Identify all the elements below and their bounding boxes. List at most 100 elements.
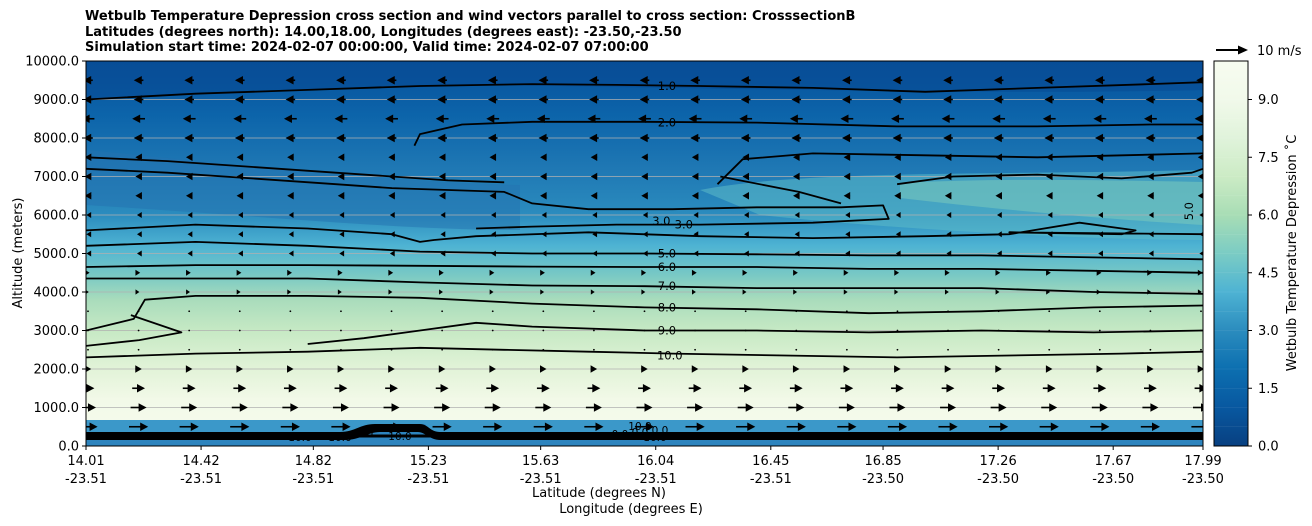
wind-arrow	[793, 269, 798, 276]
wind-arrow	[86, 231, 92, 238]
contour-label: 2.0	[658, 116, 676, 130]
wind-arrow	[184, 133, 194, 143]
y-tick-label: 5000.0	[34, 247, 80, 262]
quiver-key-arrowhead	[1238, 45, 1248, 55]
wind-arrow	[795, 348, 798, 351]
wind-arrow	[440, 212, 446, 218]
wind-arrow	[887, 422, 908, 431]
wind-arrow	[794, 212, 800, 218]
wind-arrow	[742, 365, 749, 373]
wind-arrow	[1196, 134, 1203, 142]
wind-arrow	[86, 422, 98, 431]
wind-arrow	[744, 348, 747, 351]
x-tick-label-lat: 17.26	[980, 454, 1017, 469]
wind-arrow	[538, 133, 549, 143]
wind-arrow	[593, 348, 595, 351]
wind-arrow	[236, 269, 242, 276]
wind-arrow	[179, 422, 199, 431]
contour-line-3	[86, 167, 890, 230]
wind-arrow	[1145, 95, 1156, 104]
wind-arrow	[589, 95, 599, 104]
wind-arrow	[390, 310, 393, 313]
wind-arrow	[188, 348, 191, 351]
wind-arrow	[791, 76, 802, 85]
wind-arrow	[744, 231, 749, 238]
wind-arrow	[1147, 365, 1154, 373]
wind-arrow	[1039, 422, 1059, 431]
wind-arrow	[483, 422, 503, 431]
wind-arrow	[737, 403, 754, 412]
wind-arrow	[487, 95, 498, 104]
wind-arrow	[944, 289, 949, 295]
wind-arrow	[132, 384, 145, 393]
x-axis-label-longitude: Longitude (degrees E)	[559, 502, 703, 517]
wind-arrow	[894, 289, 899, 295]
wind-arrow	[540, 289, 545, 295]
wind-arrow	[896, 310, 899, 313]
contour-label: 5.0	[658, 247, 676, 261]
wind-arrow	[238, 250, 243, 257]
wind-arrow	[742, 172, 750, 181]
wind-arrow	[238, 231, 243, 238]
wind-arrow	[337, 289, 342, 295]
wind-arrow	[287, 289, 292, 295]
wind-arrow	[845, 348, 848, 351]
wind-arrow	[289, 348, 292, 351]
wind-arrow	[694, 310, 696, 313]
wind-arrow	[536, 114, 550, 123]
wind-arrow	[642, 212, 648, 218]
wind-arrow	[438, 365, 446, 373]
wind-arrow	[941, 384, 955, 393]
y-tick-label: 7000.0	[34, 170, 80, 185]
wind-arrow	[940, 403, 957, 412]
contour-line-2	[716, 152, 1203, 185]
wind-arrow	[438, 172, 446, 181]
wind-arrow	[941, 114, 955, 123]
wind-arrow	[385, 384, 398, 393]
x-tick-label-lat: 14.01	[67, 454, 104, 469]
wind-arrow	[1095, 95, 1105, 104]
wind-arrow	[892, 95, 903, 104]
wind-arrow	[1196, 95, 1203, 104]
wind-arrow	[236, 365, 243, 373]
contour-line-3	[896, 167, 1203, 186]
colorbar-tick-label: 1.5	[1258, 382, 1279, 397]
wind-arrow	[491, 212, 496, 218]
wind-arrow	[995, 365, 1002, 373]
wind-arrow	[388, 365, 395, 373]
wind-arrow	[287, 269, 292, 276]
wind-arrow	[1042, 114, 1056, 123]
wind-arrow	[339, 212, 345, 218]
wind-arrow	[437, 95, 447, 104]
surface-contour-label: 10.0	[328, 432, 351, 444]
contour-label: 1.0	[658, 79, 676, 93]
x-tick-label-lon: -23.51	[750, 472, 792, 487]
wind-arrow	[840, 114, 854, 123]
wind-arrow	[843, 191, 851, 200]
wind-arrow	[740, 76, 751, 85]
wind-arrow	[280, 422, 300, 431]
surface-contour-label: 0.0	[612, 429, 629, 441]
x-tick-label-lon: -23.51	[180, 472, 222, 487]
x-tick-label-lat: 16.45	[752, 454, 789, 469]
wind-arrow	[1096, 365, 1104, 373]
wind-arrow	[1044, 133, 1055, 143]
wind-arrow	[690, 133, 700, 143]
wind-arrow	[1091, 403, 1108, 412]
wind-arrow	[1041, 403, 1058, 412]
wind-arrow	[540, 191, 547, 200]
wind-arrow	[739, 114, 753, 123]
y-tick-label: 2000.0	[34, 363, 80, 378]
wind-arrow	[740, 133, 751, 143]
wind-arrow	[641, 289, 646, 295]
wind-arrow	[740, 95, 751, 104]
wind-arrow	[891, 384, 904, 393]
wind-arrow	[489, 289, 494, 295]
wind-arrow	[135, 365, 142, 373]
wind-arrow	[1145, 133, 1156, 143]
contour-line-9	[86, 314, 183, 347]
wind-arrow	[187, 231, 193, 238]
wind-arrow	[894, 269, 900, 276]
wind-arrow	[390, 329, 393, 332]
wind-arrow	[86, 384, 95, 393]
